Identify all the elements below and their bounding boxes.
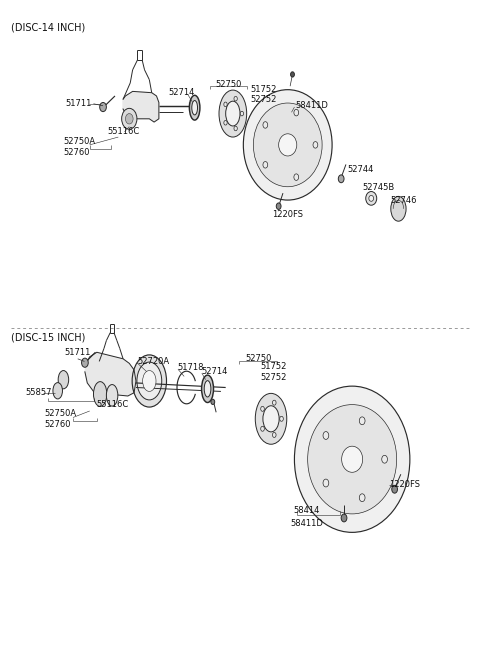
Circle shape — [382, 455, 387, 463]
Circle shape — [234, 96, 237, 101]
Text: 51711: 51711 — [64, 348, 91, 357]
Text: 51711: 51711 — [66, 100, 92, 108]
Ellipse shape — [94, 382, 107, 406]
Ellipse shape — [369, 195, 373, 201]
Circle shape — [290, 72, 294, 77]
Circle shape — [121, 108, 137, 129]
Ellipse shape — [58, 371, 69, 389]
Ellipse shape — [137, 362, 162, 400]
Circle shape — [224, 102, 227, 107]
Circle shape — [240, 111, 243, 116]
Text: 58414: 58414 — [294, 506, 320, 515]
Ellipse shape — [255, 394, 287, 444]
Circle shape — [338, 175, 344, 183]
Text: 52720A: 52720A — [137, 357, 169, 366]
Circle shape — [125, 113, 133, 124]
Circle shape — [276, 203, 281, 210]
Text: 52714: 52714 — [168, 88, 195, 97]
Circle shape — [263, 162, 268, 168]
Circle shape — [261, 406, 264, 411]
Ellipse shape — [143, 371, 156, 392]
Circle shape — [273, 432, 276, 438]
Ellipse shape — [132, 355, 167, 407]
Polygon shape — [123, 92, 159, 122]
Text: (DISC-15 INCH): (DISC-15 INCH) — [11, 333, 85, 343]
Text: 55116C: 55116C — [96, 400, 128, 409]
Circle shape — [234, 126, 237, 131]
Circle shape — [273, 400, 276, 405]
Circle shape — [392, 485, 397, 493]
Circle shape — [82, 358, 88, 367]
Circle shape — [280, 417, 283, 421]
Circle shape — [360, 494, 365, 502]
Text: 52744: 52744 — [348, 165, 374, 174]
Text: 1220FS: 1220FS — [273, 210, 303, 219]
Circle shape — [323, 432, 329, 440]
Ellipse shape — [342, 446, 363, 472]
Ellipse shape — [391, 196, 406, 221]
Text: (DISC-14 INCH): (DISC-14 INCH) — [11, 22, 85, 32]
Text: 51718: 51718 — [177, 364, 204, 373]
Text: 52750A
52760: 52750A 52760 — [63, 137, 96, 157]
Ellipse shape — [294, 386, 410, 533]
Ellipse shape — [202, 375, 214, 403]
Polygon shape — [85, 352, 136, 396]
Circle shape — [100, 102, 107, 111]
Text: 52746: 52746 — [390, 196, 417, 205]
Ellipse shape — [53, 383, 62, 399]
Circle shape — [263, 122, 268, 128]
Circle shape — [224, 121, 227, 125]
Text: 51752
52752: 51752 52752 — [251, 85, 277, 104]
Circle shape — [360, 417, 365, 424]
Circle shape — [313, 141, 318, 148]
Circle shape — [211, 400, 215, 404]
Ellipse shape — [219, 90, 247, 137]
Ellipse shape — [253, 103, 322, 187]
Text: 58411D: 58411D — [290, 519, 323, 528]
Text: 52714: 52714 — [202, 367, 228, 377]
Text: 58411D: 58411D — [295, 102, 328, 110]
Text: 52745B: 52745B — [363, 183, 395, 192]
Ellipse shape — [243, 90, 332, 200]
Ellipse shape — [107, 384, 118, 406]
Text: 1220FS: 1220FS — [389, 479, 420, 489]
Circle shape — [294, 174, 299, 180]
Ellipse shape — [204, 381, 211, 397]
Text: 52750A
52760: 52750A 52760 — [44, 409, 76, 428]
Ellipse shape — [366, 191, 377, 205]
Circle shape — [261, 426, 264, 431]
Circle shape — [294, 109, 299, 116]
Text: 55116C: 55116C — [108, 127, 140, 136]
Text: 55857: 55857 — [25, 388, 52, 397]
Circle shape — [323, 479, 329, 487]
Circle shape — [341, 514, 347, 522]
Ellipse shape — [226, 101, 240, 126]
Ellipse shape — [192, 100, 198, 115]
Ellipse shape — [308, 405, 396, 514]
Ellipse shape — [190, 96, 200, 120]
Text: 52750: 52750 — [216, 80, 242, 88]
Ellipse shape — [279, 134, 297, 156]
Text: 51752
52752: 51752 52752 — [260, 362, 287, 382]
Ellipse shape — [263, 405, 279, 432]
Text: 52750: 52750 — [245, 354, 271, 363]
